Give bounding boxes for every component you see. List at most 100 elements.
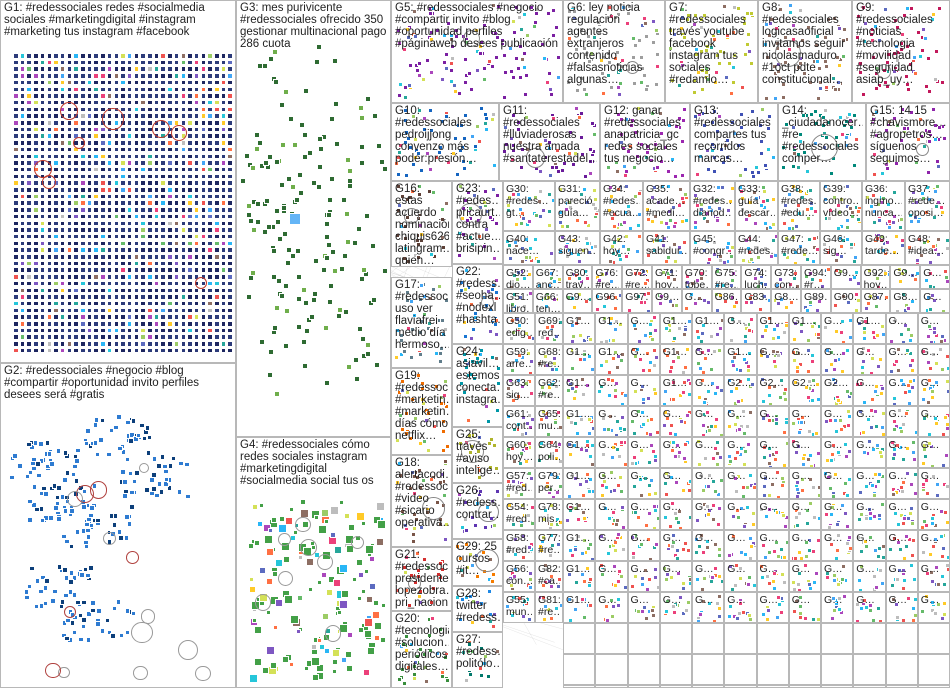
vertex bbox=[73, 153, 79, 160]
group-g7: G7: #redessociales través youtube facebo… bbox=[665, 0, 758, 103]
vertex bbox=[366, 647, 375, 656]
vertex bbox=[153, 233, 160, 240]
vertex bbox=[303, 328, 310, 335]
vertex bbox=[120, 294, 126, 300]
vertex bbox=[239, 177, 246, 184]
vertex bbox=[53, 321, 59, 327]
tile-group: G47: #rede… bbox=[778, 231, 820, 265]
vertex bbox=[100, 267, 106, 273]
vertex bbox=[144, 425, 151, 431]
vertex bbox=[187, 99, 193, 106]
vertex bbox=[553, 165, 559, 171]
vertex bbox=[187, 327, 193, 334]
vertex bbox=[26, 314, 32, 320]
vertex bbox=[19, 227, 26, 233]
vertex bbox=[200, 267, 207, 273]
vertex bbox=[46, 327, 53, 334]
group-label: G… bbox=[695, 377, 714, 389]
vertex bbox=[494, 408, 500, 414]
vertex bbox=[106, 629, 113, 636]
vertex bbox=[113, 187, 120, 193]
vertex-ring bbox=[60, 102, 78, 120]
vertex bbox=[39, 59, 46, 66]
group-label: G… bbox=[824, 315, 843, 327]
group-label: G76: #re… bbox=[595, 267, 620, 289]
tile-group: G… bbox=[788, 344, 821, 375]
vertex bbox=[86, 307, 93, 314]
vertex bbox=[133, 341, 140, 347]
vertex bbox=[180, 260, 187, 267]
vertex bbox=[329, 532, 336, 539]
vertex bbox=[59, 347, 66, 354]
tile-group: G… bbox=[692, 344, 725, 375]
vertex bbox=[220, 327, 227, 334]
vertex bbox=[80, 213, 86, 220]
vertex bbox=[26, 213, 32, 220]
vertex bbox=[93, 327, 99, 334]
vertex bbox=[33, 287, 39, 294]
vertex bbox=[187, 307, 193, 314]
vertex bbox=[160, 140, 166, 146]
vertex bbox=[227, 280, 233, 287]
vertex bbox=[268, 348, 275, 355]
vertex bbox=[73, 280, 79, 287]
vertex bbox=[106, 280, 113, 287]
vertex bbox=[173, 66, 180, 72]
vertex bbox=[924, 278, 930, 284]
vertex bbox=[709, 333, 715, 339]
vertex bbox=[59, 341, 66, 347]
vertex bbox=[67, 589, 74, 595]
vertex-ring bbox=[138, 462, 150, 474]
vertex bbox=[227, 93, 233, 99]
vertex bbox=[95, 621, 101, 627]
vertex bbox=[72, 463, 78, 470]
vertex bbox=[160, 213, 166, 220]
vertex bbox=[746, 327, 752, 333]
vertex bbox=[93, 213, 99, 220]
vertex bbox=[526, 218, 532, 224]
vertex bbox=[85, 637, 92, 643]
vertex bbox=[180, 327, 187, 334]
vertex bbox=[13, 153, 19, 160]
vertex bbox=[113, 160, 120, 166]
vertex bbox=[879, 171, 885, 177]
vertex bbox=[100, 146, 106, 153]
vertex bbox=[100, 314, 106, 320]
vertex bbox=[147, 187, 153, 193]
vertex bbox=[113, 227, 120, 233]
vertex bbox=[120, 73, 126, 79]
vertex bbox=[113, 59, 120, 66]
vertex bbox=[167, 53, 173, 59]
group-label: G68: #re… bbox=[538, 346, 560, 370]
vertex bbox=[120, 327, 126, 334]
vertex bbox=[167, 93, 173, 99]
vertex bbox=[19, 153, 26, 160]
vertex bbox=[147, 93, 153, 99]
vertex bbox=[113, 86, 120, 93]
vertex bbox=[706, 388, 712, 394]
vertex bbox=[120, 233, 126, 240]
vertex bbox=[120, 173, 126, 180]
vertex bbox=[207, 247, 213, 253]
vertex bbox=[353, 357, 360, 364]
vertex bbox=[156, 463, 162, 469]
vertex bbox=[653, 391, 659, 397]
vertex bbox=[120, 321, 126, 327]
vertex bbox=[220, 99, 227, 106]
group-label: G48: #idea… bbox=[908, 233, 945, 257]
vertex bbox=[86, 59, 93, 66]
vertex bbox=[167, 79, 173, 86]
vertex bbox=[397, 677, 403, 683]
vertex bbox=[80, 79, 86, 86]
tile-group: G9… bbox=[652, 289, 682, 313]
vertex bbox=[27, 469, 34, 476]
vertex bbox=[126, 193, 133, 200]
group-g18: G18: alertacodi… #redessoc… #video #sica… bbox=[391, 455, 452, 547]
vertex bbox=[220, 213, 227, 220]
vertex bbox=[289, 535, 296, 542]
vertex bbox=[66, 93, 73, 99]
vertex bbox=[116, 414, 122, 420]
vertex bbox=[19, 106, 26, 113]
vertex-ring bbox=[67, 490, 84, 507]
vertex bbox=[494, 54, 500, 60]
